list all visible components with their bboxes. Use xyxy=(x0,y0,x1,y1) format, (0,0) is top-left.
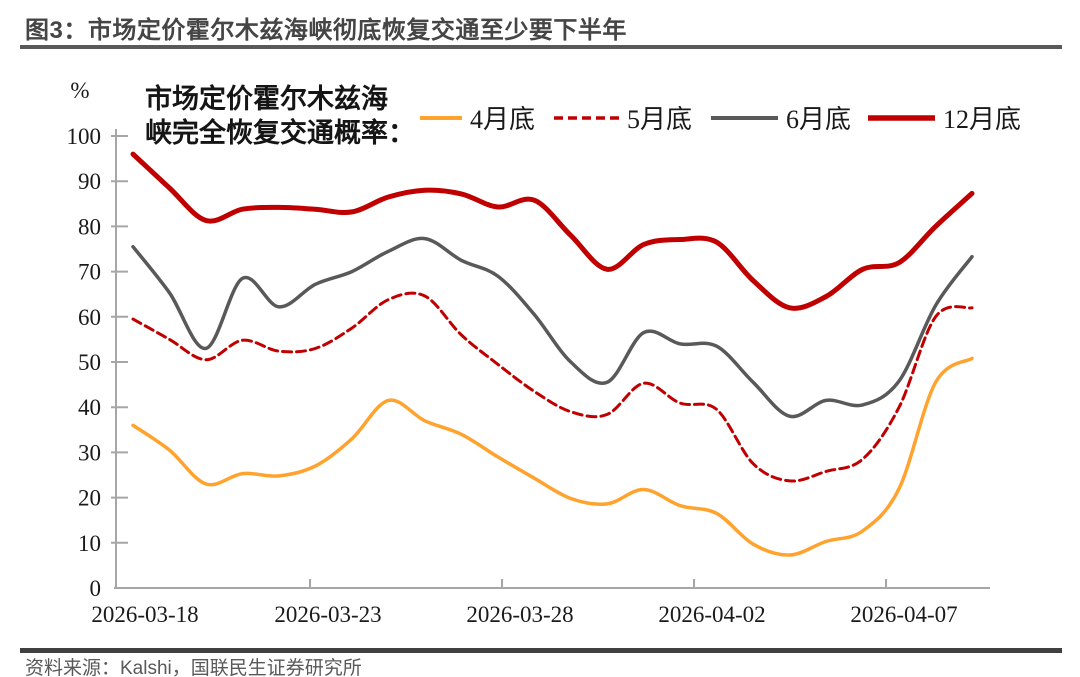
x-tick-label-0: 2026-03-18 xyxy=(91,602,198,627)
y-tick-label-20: 20 xyxy=(78,486,101,511)
probability-line-chart: 0 10 20 30 40 50 60 70 80 90 100% 2026-03-18 2026-03… xyxy=(67,78,1022,627)
footer-divider xyxy=(20,648,1062,653)
y-tick-label-90: 90 xyxy=(78,169,101,194)
y-tick-label-80: 80 xyxy=(78,214,101,239)
y-tick-label-100: 100 xyxy=(67,124,102,149)
chart-annotation-line2: 峡完全恢复交通概率： xyxy=(145,118,415,148)
legend-label-apr-end: 4月底 xyxy=(470,105,535,134)
chart-annotation-line1: 市场定价霍尔木兹海 xyxy=(145,84,388,114)
title-underline xyxy=(20,45,1062,49)
y-tick-label-40: 40 xyxy=(78,395,101,420)
source-note: 资料来源：Kalshi，国联民生证券研究所 xyxy=(25,658,362,677)
x-tick-label-1: 2026-03-23 xyxy=(274,602,381,627)
series-line-jun-end xyxy=(131,236,974,419)
x-tick-label-4: 2026-04-07 xyxy=(850,602,957,627)
legend-label-jun-end: 6月底 xyxy=(786,105,851,134)
series-line-apr-end xyxy=(131,356,974,557)
y-tick-label-70: 70 xyxy=(78,260,101,285)
series-line-dec-end xyxy=(130,151,975,311)
chart-annotation: 市场定价霍尔木兹海 峡完全恢复交通概率： xyxy=(145,82,415,150)
series-line-may-end xyxy=(131,291,974,483)
y-tick-label-0: 0 xyxy=(90,576,102,601)
y-tick-label-60: 60 xyxy=(78,305,101,330)
x-tick-label-3: 2026-04-02 xyxy=(658,602,765,627)
y-axis-unit-label: % xyxy=(70,78,89,103)
legend-label-may-end: 5月底 xyxy=(627,105,692,134)
y-tick-label-50: 50 xyxy=(78,350,101,375)
legend-label-dec-end: 12月底 xyxy=(943,105,1021,134)
y-tick-label-10: 10 xyxy=(78,531,101,556)
y-tick-label-30: 30 xyxy=(78,440,101,465)
x-tick-label-2: 2026-03-28 xyxy=(466,602,573,627)
figure-title: 图3：市场定价霍尔木兹海峡彻底恢复交通至少要下半年 xyxy=(25,17,627,44)
